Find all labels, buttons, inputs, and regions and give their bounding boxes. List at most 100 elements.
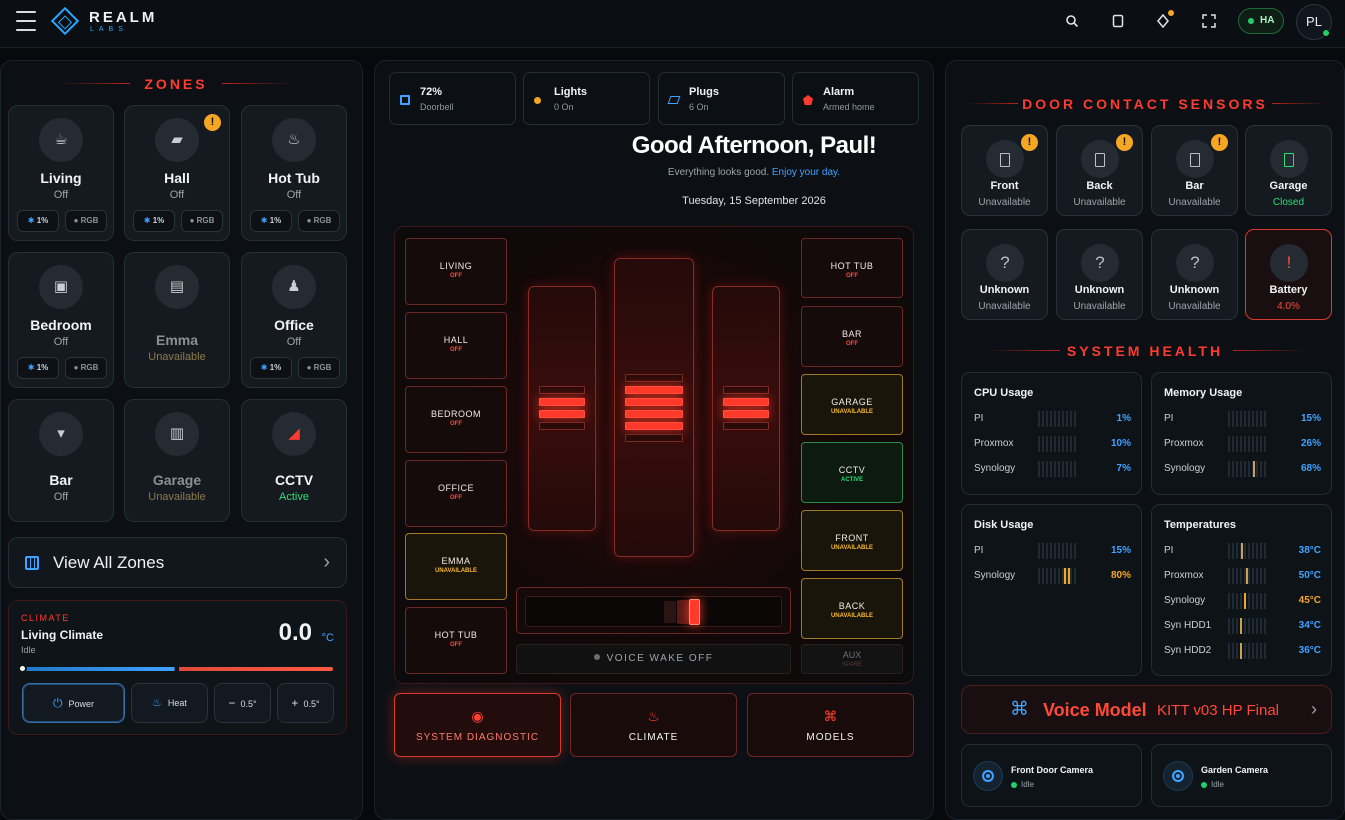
stage-zone-office[interactable]: OFFICE OFF <box>405 460 507 527</box>
zone-card[interactable]: ♟ Office Off ✱ 1% ● RGB <box>241 252 347 388</box>
brightness-chip[interactable]: ✱ 1% <box>250 357 292 379</box>
zone-name: Bedroom <box>30 317 92 333</box>
climate-button[interactable]: ♨ CLIMATE <box>570 693 737 757</box>
scanner-handle[interactable] <box>689 599 700 625</box>
door-sensor-card[interactable]: Bar Unavailable! <box>1151 125 1238 216</box>
rgb-chip[interactable]: ● RGB <box>181 210 223 232</box>
zone-card[interactable]: ▥ Garage Unavailable <box>124 399 230 522</box>
health-value: 26% <box>1300 438 1321 449</box>
rgb-chip[interactable]: ● RGB <box>298 357 340 379</box>
stage-zone-living[interactable]: LIVING OFF <box>405 238 507 305</box>
quick-stat-bulb[interactable]: Lights 0 On <box>523 72 650 125</box>
voice-wake-toggle[interactable]: VOICE WAKE OFF <box>516 644 791 674</box>
zone-status: Off <box>286 189 302 201</box>
health-label: Proxmox <box>974 438 1014 449</box>
temperature-slider[interactable] <box>22 667 333 671</box>
rgb-icon: ● <box>73 363 81 372</box>
increase-temp-button[interactable]: +0.5° <box>277 683 334 723</box>
tablet-icon[interactable] <box>1107 12 1129 34</box>
zone-card[interactable]: ☕ Living Off ✱ 1% ● RGB <box>8 105 114 241</box>
search-icon[interactable] <box>1061 12 1083 34</box>
brightness-chip[interactable]: ✱ 1% <box>17 210 59 232</box>
meter-segment <box>539 422 585 430</box>
aux-button[interactable]: AUX SPARE <box>801 644 903 674</box>
models-button[interactable]: ⌘ MODELS <box>747 693 914 757</box>
temperature-slider-handle[interactable] <box>18 664 27 673</box>
door-sensor-card[interactable]: ! Battery 4.0% <box>1245 229 1332 320</box>
quick-stat-plug[interactable]: Plugs 6 On <box>658 72 785 125</box>
status-dot <box>1201 782 1207 788</box>
divider <box>968 103 1018 104</box>
view-all-zones-button[interactable]: View All Zones › <box>8 537 347 588</box>
stage-zone-hall[interactable]: HALL OFF <box>405 312 507 379</box>
sparkline <box>1228 593 1268 609</box>
stage-zone-emma[interactable]: EMMA UNAVAILABLE <box>405 533 507 600</box>
zone-card[interactable]: ▾ Bar Off <box>8 399 114 522</box>
stage-zone-garage[interactable]: GARAGE UNAVAILABLE <box>801 374 903 435</box>
system-diagnostic-button[interactable]: ◉ SYSTEM DIAGNOSTIC <box>394 693 561 757</box>
door-glyph <box>1000 153 1010 168</box>
camera-status: Idle <box>1211 780 1224 789</box>
notification-icon[interactable] <box>1152 12 1174 34</box>
zone-card[interactable]: ▤ Emma Unavailable <box>124 252 230 388</box>
brightness-chip[interactable]: ✱ 1% <box>133 210 175 232</box>
brightness-chip[interactable]: ✱ 1% <box>250 210 292 232</box>
health-row: Syn HDD2 36°C <box>1164 643 1321 659</box>
stage-zone-back[interactable]: BACK UNAVAILABLE <box>801 578 903 639</box>
sensor-name: Unknown <box>1074 284 1125 296</box>
sparkline <box>1038 461 1078 477</box>
greeting-highlight: Enjoy your day. <box>771 167 841 178</box>
heat-button[interactable]: ♨ Heat <box>131 683 208 723</box>
voice-wake-label: VOICE WAKE OFF <box>606 653 714 664</box>
brightness-value: 1% <box>269 363 282 372</box>
hot-tub-icon: ♨ <box>272 118 316 162</box>
camera-card[interactable]: Front Door Camera Idle <box>961 744 1142 807</box>
scanner-trail <box>677 600 689 624</box>
scanner-slider[interactable] <box>516 587 791 634</box>
zone-status: Off <box>53 189 69 201</box>
sparkline <box>1228 643 1268 659</box>
brightness-chip[interactable]: ✱ 1% <box>17 357 59 379</box>
door-sensor-card[interactable]: Garage Closed <box>1245 125 1332 216</box>
quick-stat-shield[interactable]: Alarm Armed home <box>792 72 919 125</box>
stage-zone-front[interactable]: FRONT UNAVAILABLE <box>801 510 903 571</box>
sensor-status: Unavailable <box>978 197 1031 208</box>
zone-card[interactable]: ▣ Bedroom Off ✱ 1% ● RGB <box>8 252 114 388</box>
zone-status: Unavailable <box>148 351 206 363</box>
stage-zone-bedroom[interactable]: BEDROOM OFF <box>405 386 507 453</box>
door-sensor-card[interactable]: ? Unknown Unavailable <box>961 229 1048 320</box>
voice-model-button[interactable]: ⌘ Voice Model KITT v03 HP Final › <box>961 685 1332 734</box>
zone-card[interactable]: ♨ Hot Tub Off ✱ 1% ● RGB <box>241 105 347 241</box>
camera-card[interactable]: Garden Camera Idle <box>1151 744 1332 807</box>
health-row: Synology 45°C <box>1164 593 1321 609</box>
meter-segment <box>723 410 769 418</box>
power-button[interactable]: ⏻ Power <box>22 683 125 723</box>
fullscreen-icon[interactable] <box>1198 12 1220 34</box>
door-sensor-card[interactable]: ? Unknown Unavailable <box>1151 229 1238 320</box>
door-sensor-card[interactable]: Front Unavailable! <box>961 125 1048 216</box>
stage-zone-cctv[interactable]: CCTV ACTIVE <box>801 442 903 503</box>
stage-zone-name: LIVING <box>439 261 473 271</box>
zone-card[interactable]: ▰ Hall Off ✱ 1% ● RGB! <box>124 105 230 241</box>
menu-icon[interactable] <box>16 10 36 32</box>
rgb-chip[interactable]: ● RGB <box>298 210 340 232</box>
door-sensor-card[interactable]: Back Unavailable! <box>1056 125 1143 216</box>
health-label: Syn HDD2 <box>1164 645 1212 656</box>
rgb-chip[interactable]: ● RGB <box>65 357 107 379</box>
sparkline <box>1228 411 1268 427</box>
heat-icon: ♨ <box>152 697 162 709</box>
rgb-label: RGB <box>80 216 99 225</box>
zone-card[interactable]: ◢ CCTV Active <box>241 399 347 522</box>
rgb-chip[interactable]: ● RGB <box>65 210 107 232</box>
door-sensor-card[interactable]: ? Unknown Unavailable <box>1056 229 1143 320</box>
decrease-temp-button[interactable]: −0.5° <box>214 683 271 723</box>
sensor-status: Unavailable <box>1073 301 1126 312</box>
health-value: 50°C <box>1298 570 1321 581</box>
quick-stat-battery[interactable]: 72% Doorbell <box>389 72 516 125</box>
stage-zone-hot-tub[interactable]: HOT TUB OFF <box>801 238 903 298</box>
home-assistant-status[interactable]: HA <box>1238 8 1284 34</box>
zone-name: Office <box>274 317 314 333</box>
stage-zone-hot-tub[interactable]: HOT TUB OFF <box>405 607 507 674</box>
action-label: MODELS <box>806 732 855 743</box>
stage-zone-bar[interactable]: BAR OFF <box>801 306 903 367</box>
